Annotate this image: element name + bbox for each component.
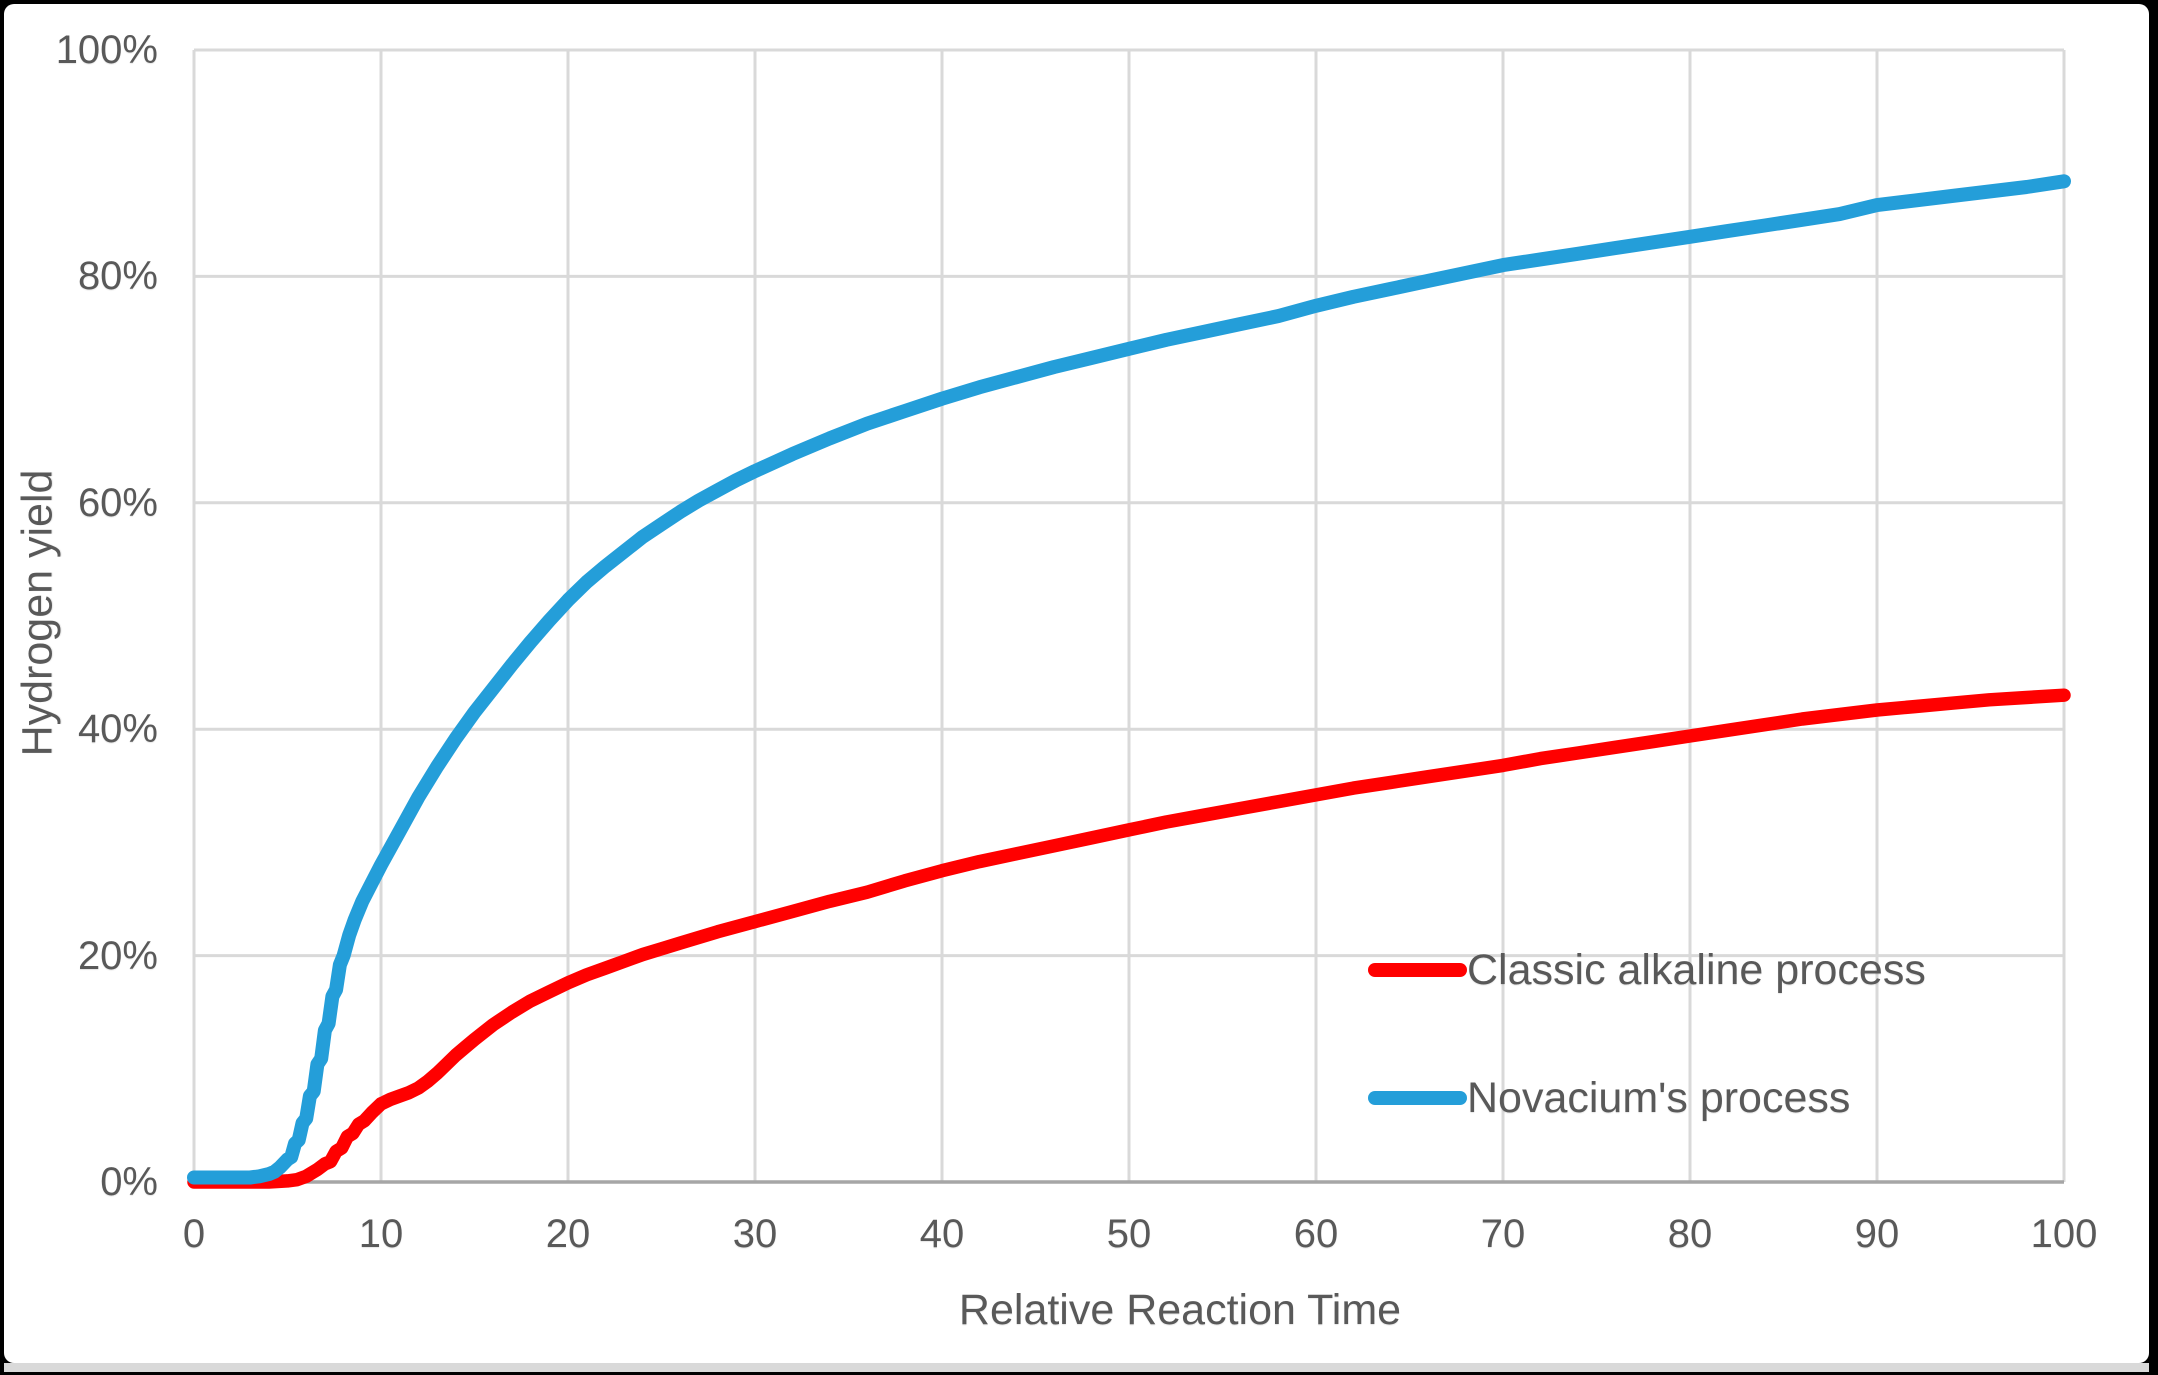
y-axis-title: Hydrogen yield [13, 469, 62, 757]
x-tick-label: 0 [182, 1212, 206, 1256]
legend-entry-novacium: Novacium's process [1368, 1068, 1850, 1128]
x-tick-label: 80 [1667, 1212, 1713, 1256]
y-tick-label: 100% [55, 28, 158, 72]
curve-classic-alkaline [187, 688, 2071, 1189]
legend-entry-classic-alkaline: Classic alkaline process [1368, 940, 1926, 1000]
y-tick-label: 20% [77, 933, 158, 978]
y-tick-label: 0% [100, 1160, 158, 1204]
gridlines [192, 48, 2066, 1184]
x-tick-label: 100 [2030, 1212, 2098, 1256]
x-axis-title: Relative Reaction Time [958, 1286, 1402, 1334]
x-tick-label: 50 [1106, 1212, 1152, 1256]
x-tick-label: 60 [1293, 1212, 1339, 1256]
bottom-strip-decor [4, 1363, 2149, 1372]
x-tick-label: 40 [919, 1212, 965, 1256]
y-tick-label: 60% [77, 480, 158, 525]
legend-label: Novacium's process [1467, 1074, 1851, 1122]
legend-label: Classic alkaline process [1467, 946, 1926, 994]
y-tick-label: 40% [77, 707, 158, 752]
chart-area [4, 4, 2149, 1363]
x-tick-label: 20 [545, 1212, 591, 1256]
curve-novacium [187, 174, 2071, 1185]
legend-line-sample-red [1368, 963, 1467, 977]
legend-line-sample-blue [1368, 1091, 1467, 1105]
x-tick-label: 90 [1854, 1212, 1900, 1256]
series-curves [187, 174, 2071, 1189]
x-tick-label: 10 [358, 1212, 404, 1256]
x-tick-label: 30 [732, 1212, 778, 1256]
y-tick-label: 80% [77, 254, 158, 299]
x-tick-label: 70 [1480, 1212, 1526, 1256]
